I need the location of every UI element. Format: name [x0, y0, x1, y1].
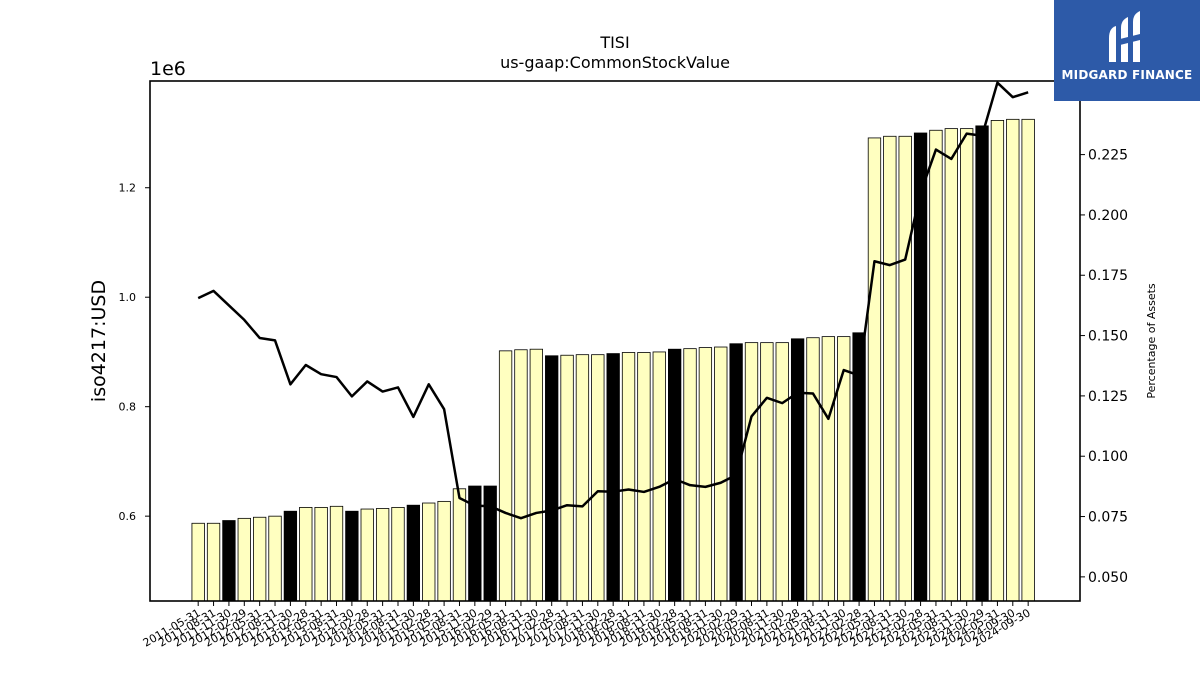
y2-tick-label: 0.125 [1088, 389, 1128, 405]
bar [944, 128, 958, 602]
y-tick-label: 0.8 [119, 401, 137, 414]
bar [1006, 118, 1020, 602]
bar [437, 500, 451, 602]
midgard-finance-logo: MIDGARD FINANCE [1054, 0, 1200, 101]
bar [299, 506, 313, 602]
bar [391, 506, 405, 602]
y2-axis-label: Percentage of Assets [1145, 283, 1158, 399]
bar [637, 352, 651, 602]
bar [760, 342, 774, 602]
bar [668, 348, 682, 602]
bar [652, 351, 666, 602]
bar [575, 354, 590, 602]
y2-tick-label: 0.175 [1088, 268, 1128, 284]
bar [545, 355, 559, 602]
bar [375, 508, 390, 602]
bar [268, 515, 282, 602]
bar [314, 506, 328, 602]
bar [237, 517, 251, 602]
bar [253, 516, 267, 602]
bar [929, 129, 943, 602]
bar [1021, 118, 1035, 602]
bar [498, 350, 513, 602]
y2-tick-label: 0.050 [1088, 570, 1128, 586]
midgard-logo-mark-icon [1109, 11, 1140, 62]
bar [898, 135, 912, 602]
bar [452, 488, 467, 602]
bar [329, 505, 344, 602]
bar [960, 128, 974, 602]
y2-tick-label: 0.100 [1088, 449, 1128, 465]
bar [714, 346, 728, 602]
bar [975, 125, 989, 602]
chart-title: TISI [599, 33, 629, 52]
line-layer [197, 81, 1029, 520]
y-offset-text: 1e6 [150, 58, 186, 80]
bar [806, 337, 820, 602]
bar [790, 338, 805, 602]
bar [775, 342, 789, 602]
bar [621, 352, 636, 602]
bar [913, 132, 928, 602]
bar [406, 504, 421, 602]
y-tick-label: 1.0 [119, 291, 137, 304]
y-tick-label: 0.6 [119, 510, 137, 523]
y-axis-label: iso4217:USD [88, 280, 110, 402]
y2-tick-label: 0.075 [1088, 510, 1128, 526]
y-tick-label: 1.2 [119, 182, 137, 195]
bar [422, 502, 436, 602]
bar [837, 336, 851, 602]
y2-tick-label: 0.150 [1088, 329, 1128, 345]
bar [867, 137, 882, 602]
bar [560, 354, 574, 602]
bar [283, 510, 298, 602]
bar [360, 508, 374, 602]
bar [744, 342, 759, 602]
y2-tick-label: 0.225 [1088, 148, 1128, 164]
bar [514, 349, 528, 602]
y2-tick-label: 0.200 [1088, 208, 1128, 224]
bar [683, 348, 697, 602]
bar [606, 353, 620, 602]
percentage-of-assets-line [197, 81, 1029, 520]
bar [222, 520, 236, 602]
bar [821, 336, 836, 602]
plot-frame [149, 80, 1081, 602]
bar [345, 510, 359, 602]
bar [529, 348, 543, 602]
bar [206, 522, 221, 602]
logo-text: MIDGARD FINANCE [1061, 68, 1193, 82]
bar [698, 347, 713, 602]
bar [990, 120, 1005, 602]
axes-layer: 0.6 0.8 1.0 1.2 0.050 0.075 0.100 0.125 0.150 0.1… [119, 80, 1128, 650]
chart-subtitle: us-gaap:CommonStockValue [500, 53, 730, 72]
bars-layer [191, 118, 1035, 602]
bar [591, 354, 605, 602]
bar [191, 522, 205, 602]
bar [883, 135, 897, 602]
bar [483, 485, 497, 602]
